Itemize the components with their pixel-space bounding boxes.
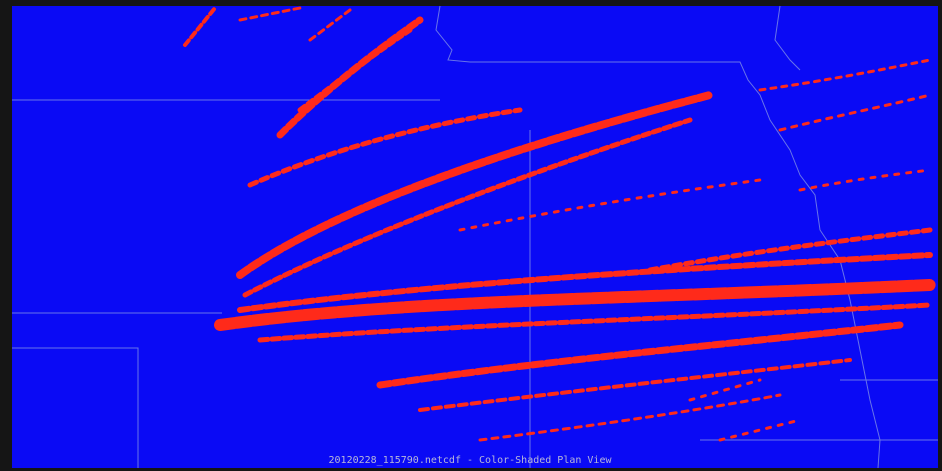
- precipitation-streaks: [183, 6, 936, 442]
- caption: 20120228_115790.netcdf - Color-Shaded Pl…: [329, 455, 613, 466]
- map-background: [12, 6, 938, 468]
